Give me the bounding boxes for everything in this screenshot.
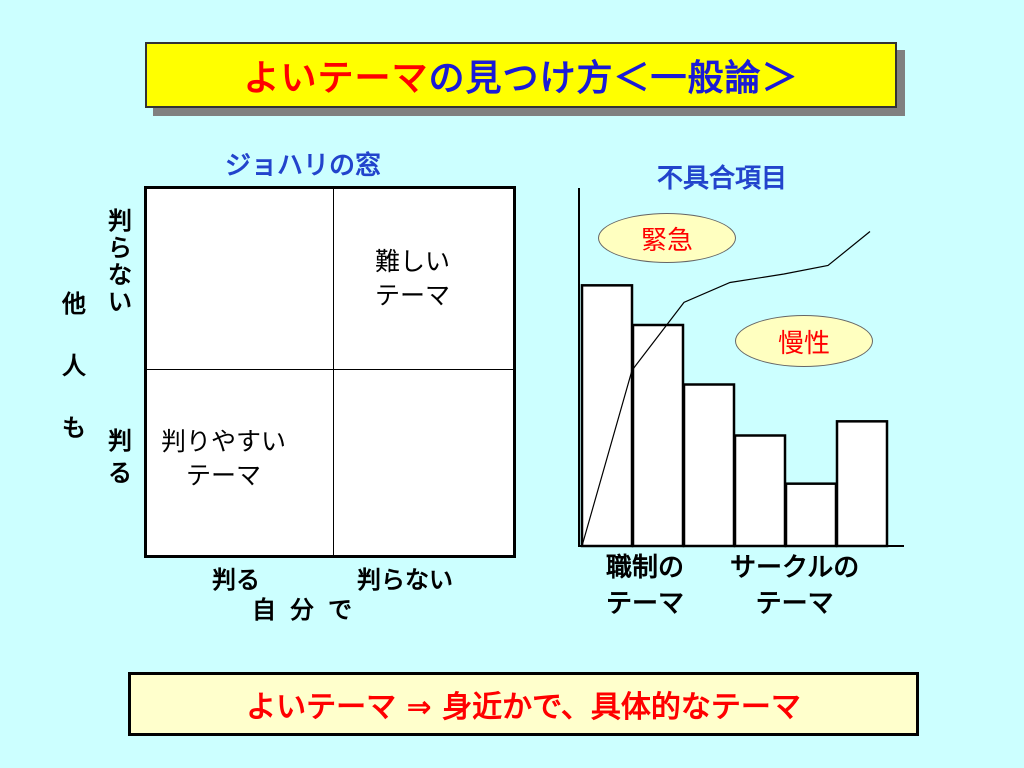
x-axis-known: 判る [212,566,260,594]
johari-grid: 難しい テーマ 判りやすい テーマ [144,186,516,558]
pareto-bar [784,482,838,548]
y-label-char: 他 [62,290,86,318]
y-bottom-char: る [108,459,132,487]
y-bottom-char: 判 [108,427,132,455]
y-label-char: も [62,414,86,442]
title-banner: よいテーマ の見つけ方＜一般論＞ [145,42,897,108]
x-axis-label: 自分で [252,596,366,624]
pareto-bar [631,323,685,548]
pareto-bar [835,420,889,548]
conclusion-box: よいテーマ ⇒ 身近かで、具体的なテーマ [128,672,919,736]
grid-divider-horizontal [147,369,513,370]
grid-divider-vertical [333,189,334,555]
y-label-char: 人 [62,352,86,380]
johari-title: ジョハリの窓 [225,151,382,181]
x-axis-unknown: 判らない [357,566,453,594]
chronic-oval: 慢性 [735,315,873,367]
urgent-oval: 緊急 [598,213,736,263]
pareto-x-right: サークルの テーマ [730,553,860,619]
y-top-char: 判 [108,207,132,235]
pareto-bar [682,383,736,548]
pareto-bar [580,284,634,548]
title-highlight: よいテーマ [243,58,429,99]
pareto-x-left: 職制の テーマ [606,553,685,619]
cumulative-line [581,231,871,547]
pareto-title: 不具合項目 [657,164,788,194]
y-top-char: な [108,261,132,289]
cell-easy-theme: 判りやすい テーマ [161,427,287,490]
title-rest: の見つけ方＜一般論＞ [428,58,799,99]
y-top-char: い [108,288,132,316]
cell-difficult-theme: 難しい テーマ [375,247,451,310]
pareto-bar [733,434,787,548]
johari-y-bottom: 判 る [106,425,134,489]
pareto-chart [578,188,904,548]
y-top-char: ら [108,234,132,262]
johari-y-top: 判 ら な い [106,208,134,316]
johari-y-label: 他 人 も [60,284,88,448]
